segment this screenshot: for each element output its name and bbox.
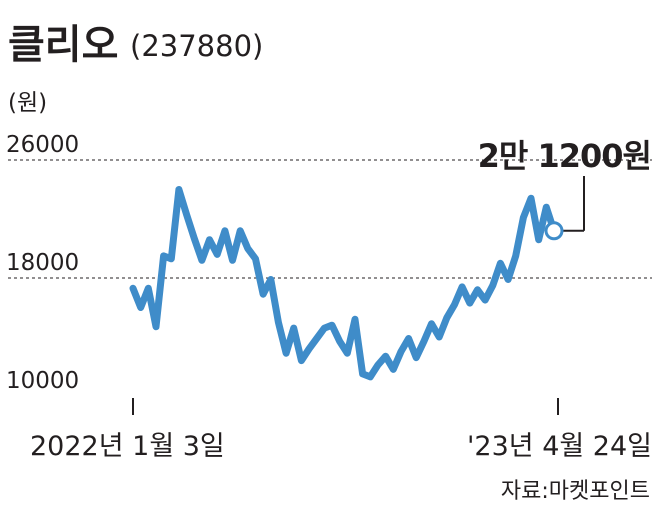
y-axis-unit-label: (원)	[8, 90, 47, 116]
x-end-label: '23년 4월 24일	[467, 431, 652, 462]
y-tick-label-26000: 26000	[6, 132, 79, 158]
y-tick-label-18000: 18000	[6, 250, 79, 276]
chart-title: 클리오	[8, 22, 118, 68]
y-axis-ticks: 10000 18000 26000	[6, 132, 79, 394]
last-price-marker	[544, 221, 564, 241]
last-price-annotation: 2만 1200원	[478, 137, 651, 175]
price-series-line	[129, 186, 558, 381]
source-label: 자료:마켓포인트	[501, 479, 650, 504]
gridlines	[8, 159, 652, 279]
stock-code: (237880)	[130, 29, 263, 63]
y-tick-label-10000: 10000	[6, 368, 79, 394]
x-start-label: 2022년 1월 3일	[30, 431, 225, 462]
